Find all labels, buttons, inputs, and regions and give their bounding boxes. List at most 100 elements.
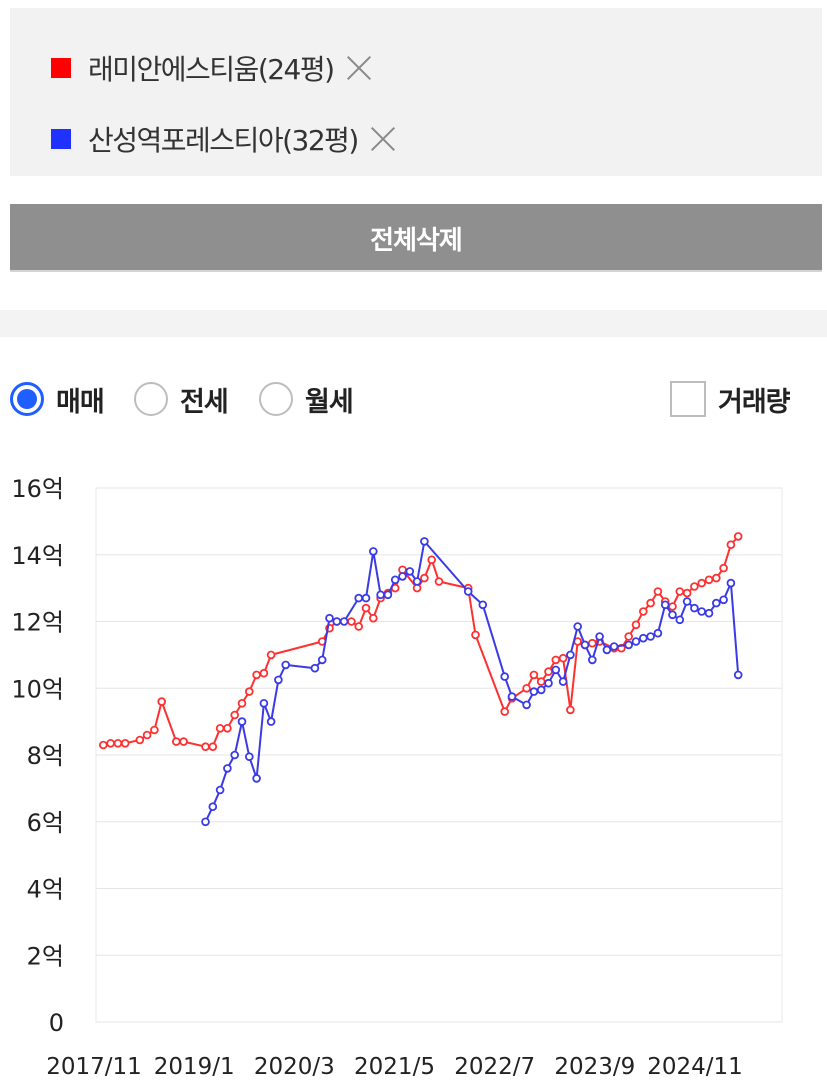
data-point xyxy=(368,613,378,623)
radio-button-icon[interactable] xyxy=(10,382,44,416)
data-point xyxy=(726,578,736,588)
data-point xyxy=(106,738,115,748)
data-point xyxy=(609,642,619,651)
data-point xyxy=(215,723,225,733)
delete-all-button[interactable]: 전체삭제 xyxy=(10,204,822,272)
radio-button-icon[interactable] xyxy=(259,382,293,416)
data-point xyxy=(245,687,254,696)
y-tick-label: 0 xyxy=(49,1009,64,1037)
data-point xyxy=(376,590,385,600)
data-point xyxy=(120,738,130,748)
data-point xyxy=(580,640,590,650)
data-point xyxy=(529,687,539,696)
data-point xyxy=(682,588,692,598)
data-point xyxy=(653,587,663,596)
data-point xyxy=(638,633,648,643)
y-tick-label: 12억 xyxy=(11,609,64,637)
data-point xyxy=(697,607,706,616)
radio-trade[interactable]: 매매 xyxy=(10,375,105,423)
data-point xyxy=(719,595,728,605)
data-point xyxy=(668,602,677,611)
data-point xyxy=(536,685,546,695)
data-point xyxy=(230,750,240,760)
radio-jeonse[interactable]: 전세 xyxy=(134,375,229,423)
data-point xyxy=(726,540,736,549)
radio-label-monthly-rent: 월세 xyxy=(305,386,354,418)
data-point xyxy=(361,603,371,613)
data-point xyxy=(252,774,261,783)
legend-swatch-red xyxy=(51,58,71,78)
data-point xyxy=(420,573,429,583)
data-point xyxy=(223,764,232,773)
data-point xyxy=(179,737,188,746)
x-tick-label: 2020/3 xyxy=(254,1054,335,1080)
data-point xyxy=(332,617,342,626)
data-point xyxy=(361,593,371,603)
data-point xyxy=(522,700,531,710)
compare-item-1: 래미안에스티움(24평) xyxy=(51,48,372,88)
data-point xyxy=(398,572,407,581)
data-point xyxy=(711,598,721,608)
data-point xyxy=(201,742,210,752)
data-point xyxy=(266,650,276,660)
data-point xyxy=(478,600,488,610)
remove-item-2-icon[interactable] xyxy=(370,126,396,152)
data-point xyxy=(354,622,364,631)
y-tick-label: 10억 xyxy=(11,675,64,703)
data-point xyxy=(500,672,510,681)
data-point xyxy=(237,699,247,708)
x-tick-label: 2019/1 xyxy=(154,1054,235,1080)
data-point xyxy=(544,678,553,688)
radio-label-trade: 매매 xyxy=(56,386,105,418)
radio-monthly-rent[interactable]: 월세 xyxy=(259,375,354,423)
data-point xyxy=(339,617,349,626)
data-point xyxy=(325,613,334,623)
compare-list: 래미안에스티움(24평) 산성역포레스티아(32평) xyxy=(10,8,822,176)
compare-item-label: 산성역포레스티아(32평) xyxy=(88,124,359,157)
data-point xyxy=(383,590,393,600)
data-point xyxy=(631,620,641,630)
data-point xyxy=(208,802,218,812)
data-point xyxy=(558,677,568,686)
data-point xyxy=(733,532,743,541)
data-point xyxy=(412,577,422,586)
data-point xyxy=(223,723,232,733)
data-point xyxy=(113,738,123,748)
data-point xyxy=(245,752,254,762)
y-tick-label: 16억 xyxy=(11,475,64,503)
radio-button-icon[interactable] xyxy=(134,382,168,416)
chart-options: 매매 전세 월세 거래량 xyxy=(0,375,827,423)
data-point xyxy=(551,655,561,665)
data-point xyxy=(624,640,633,650)
data-point xyxy=(157,697,167,706)
volume-checkbox[interactable] xyxy=(670,381,706,417)
data-point xyxy=(281,660,291,670)
data-point xyxy=(529,670,539,680)
compare-item-label: 래미안에스티움(24평) xyxy=(88,53,335,86)
data-point xyxy=(690,582,699,591)
remove-item-1-icon[interactable] xyxy=(346,55,372,81)
x-tick-label: 2022/7 xyxy=(454,1054,535,1080)
data-point xyxy=(668,610,677,620)
data-point xyxy=(420,537,429,546)
data-point xyxy=(711,573,721,583)
data-point xyxy=(522,684,531,693)
y-tick-label: 8억 xyxy=(27,742,64,770)
data-point xyxy=(463,587,473,596)
data-point xyxy=(405,567,415,576)
x-tick-label: 2024/11 xyxy=(647,1054,743,1080)
data-point xyxy=(507,692,517,701)
data-point xyxy=(646,598,655,608)
legend-swatch-blue xyxy=(51,129,71,149)
data-point xyxy=(704,575,714,585)
data-point xyxy=(602,645,612,655)
data-point xyxy=(172,737,181,746)
data-point xyxy=(653,628,663,638)
y-tick-label: 2억 xyxy=(27,942,64,970)
data-point xyxy=(690,603,699,613)
data-point xyxy=(558,653,568,663)
data-point xyxy=(631,637,641,646)
data-point xyxy=(682,597,692,606)
volume-checkbox-option[interactable]: 거래량 xyxy=(670,375,791,423)
y-tick-label: 14억 xyxy=(11,542,64,570)
